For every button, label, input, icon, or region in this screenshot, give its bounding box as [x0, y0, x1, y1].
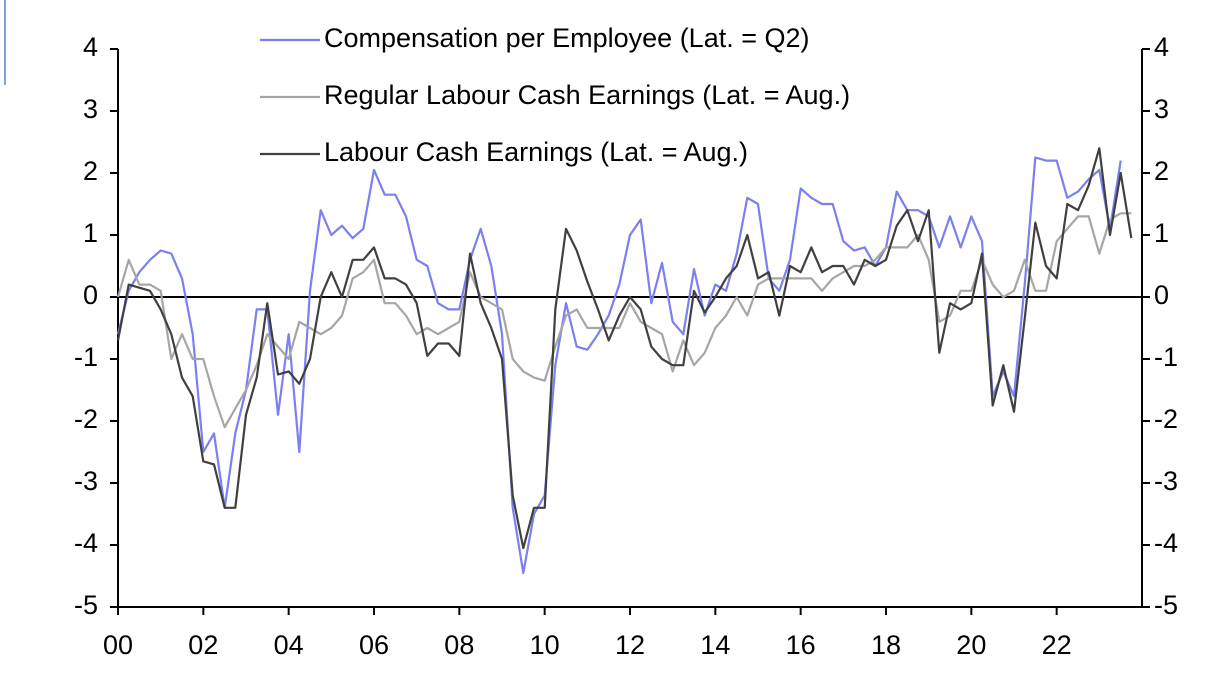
x-tick-label: 22	[1042, 630, 1072, 660]
y-tick-label: 2	[83, 156, 98, 186]
legend-label: Labour Cash Earnings (Lat. = Aug.)	[324, 137, 748, 167]
y2-tick-label: 1	[1154, 218, 1169, 248]
y2-tick-label: 2	[1154, 156, 1169, 186]
y-tick-label: -5	[74, 590, 98, 620]
y2-tick-label: -4	[1154, 528, 1178, 558]
x-tick-label: 08	[444, 630, 474, 660]
legend-label: Regular Labour Cash Earnings (Lat. = Aug…	[324, 80, 850, 110]
x-tick-label: 04	[274, 630, 304, 660]
series-line	[116, 147, 1133, 550]
legend-label: Compensation per Employee (Lat. = Q2)	[324, 23, 810, 53]
series-line	[116, 156, 1122, 574]
y-tick-label: -2	[74, 404, 98, 434]
y2-tick-label: 0	[1154, 280, 1169, 310]
y-tick-label: -4	[74, 528, 98, 558]
y2-tick-label: -2	[1154, 404, 1178, 434]
y-tick-label: -1	[74, 342, 98, 372]
y-tick-label: -3	[74, 466, 98, 496]
series-line	[116, 212, 1132, 429]
x-tick-label: 06	[359, 630, 389, 660]
y2-tick-label: 3	[1154, 94, 1169, 124]
y-tick-label: 1	[83, 218, 98, 248]
y-tick-label: 3	[83, 94, 98, 124]
y-tick-label: 4	[83, 32, 98, 62]
y-tick-label: 0	[83, 280, 98, 310]
y2-tick-label: -5	[1154, 590, 1178, 620]
y2-tick-label: 4	[1154, 32, 1169, 62]
x-tick-label: 20	[956, 630, 986, 660]
x-tick-label: 14	[700, 630, 730, 660]
x-tick-label: 10	[530, 630, 560, 660]
x-tick-label: 18	[871, 630, 901, 660]
x-tick-label: 12	[615, 630, 645, 660]
x-tick-label: 00	[103, 630, 133, 660]
x-tick-label: 16	[786, 630, 816, 660]
y2-tick-label: -1	[1154, 342, 1178, 372]
y2-tick-label: -3	[1154, 466, 1178, 496]
x-tick-label: 02	[188, 630, 218, 660]
